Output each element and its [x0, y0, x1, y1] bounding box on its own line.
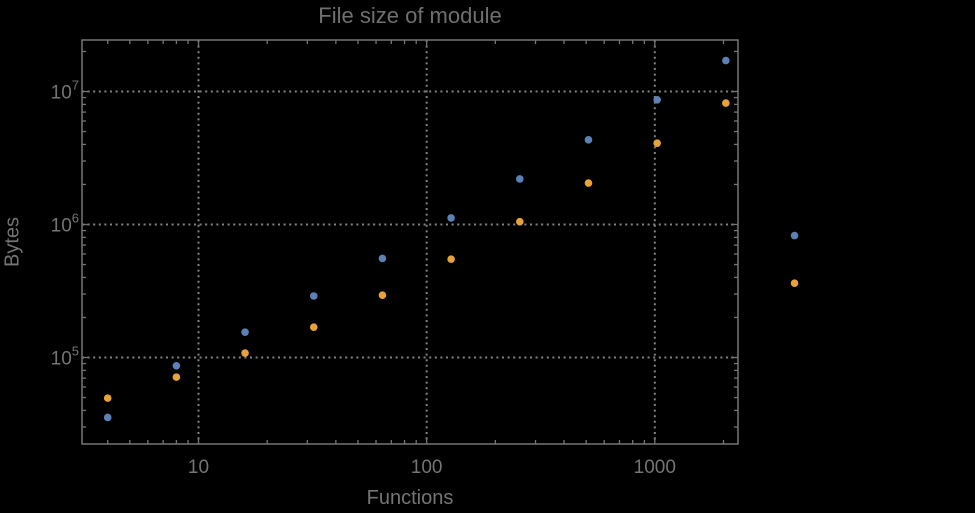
data-point-orange	[241, 349, 249, 357]
data-point-blue	[172, 362, 181, 370]
data-point-orange	[378, 291, 387, 300]
x-axis-label: Functions	[366, 487, 454, 509]
data-point-blue	[103, 413, 112, 422]
data-point-blue	[790, 231, 799, 240]
x-tick-label: 10	[188, 457, 209, 478]
data-point-blue	[584, 136, 593, 144]
data-point-blue	[241, 328, 249, 336]
data-point-orange	[447, 255, 455, 263]
x-tick-label: 1000	[634, 457, 676, 478]
data-point-blue	[378, 254, 387, 263]
y-tick-label: 105	[51, 343, 79, 369]
data-point-blue	[309, 292, 318, 300]
plot-frame	[81, 39, 739, 445]
data-point-blue	[447, 214, 455, 222]
chart-title: File size of module	[318, 3, 502, 28]
data-point-orange	[103, 394, 112, 402]
data-point-orange	[790, 279, 799, 287]
data-point-blue	[653, 96, 661, 104]
data-point-orange	[584, 179, 593, 187]
data-point-blue	[722, 56, 730, 65]
data-point-orange	[172, 373, 181, 381]
data-point-blue	[515, 175, 524, 183]
data-point-orange	[653, 139, 661, 147]
data-point-orange	[722, 99, 730, 107]
y-tick-label: 106	[51, 210, 79, 236]
data-point-orange	[515, 217, 524, 226]
data-point-orange	[309, 323, 318, 331]
x-tick-label: 100	[411, 457, 443, 478]
y-tick-label: 107	[51, 77, 79, 103]
